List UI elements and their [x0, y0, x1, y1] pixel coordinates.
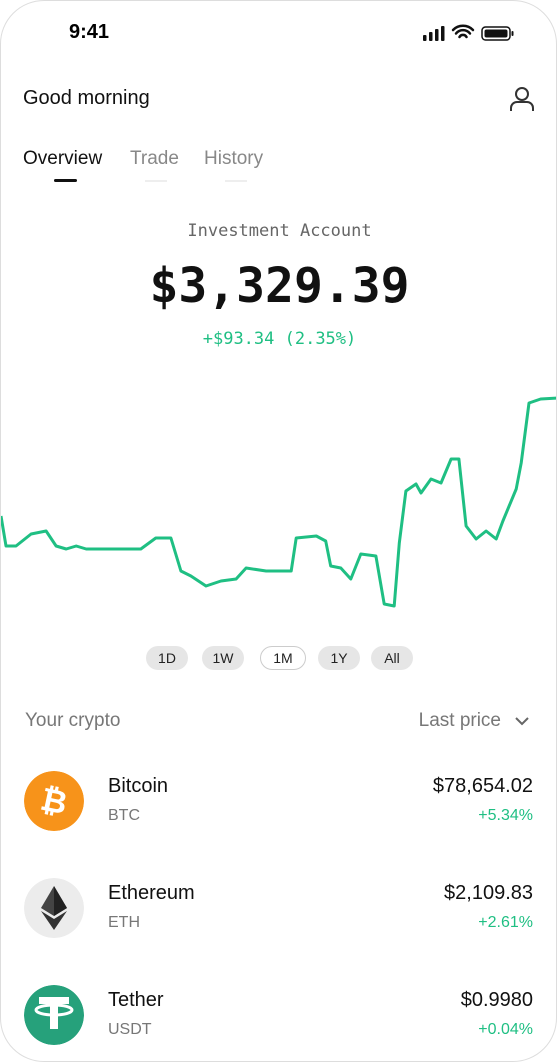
list-title: Your crypto: [25, 710, 121, 731]
asset-price: $2,109.83: [444, 882, 533, 904]
sort-chevron[interactable]: [514, 714, 530, 728]
greeting: Good morning: [23, 87, 150, 109]
asset-ticker: ETH: [108, 914, 140, 931]
range-button-selected[interactable]: 1M: [260, 646, 306, 670]
price-line: [1, 396, 556, 608]
account-balance: $3,329.39: [149, 258, 410, 314]
tether-icon: [24, 985, 84, 1045]
ethereum-icon: [24, 878, 84, 938]
asset-ticker: BTC: [108, 807, 140, 824]
range-button[interactable]: 1Y: [318, 646, 360, 670]
range-button[interactable]: 1D: [146, 646, 188, 670]
status-time: 9:41: [69, 21, 110, 43]
range-button[interactable]: 1W: [202, 646, 244, 670]
asset-name: Tether: [108, 989, 164, 1011]
tab-trade[interactable]: Trade: [130, 148, 179, 169]
asset-price: $0.9980: [460, 989, 533, 1011]
tab-indicator: [54, 179, 77, 182]
asset-name: Ethereum: [108, 882, 195, 904]
price-chart: [1, 396, 556, 608]
asset-change: +2.61%: [478, 914, 533, 931]
tab-indicator-inactive: [145, 180, 167, 182]
asset-change: +5.34%: [478, 807, 533, 824]
account-label: Investment Account: [187, 221, 372, 241]
profile-button[interactable]: [509, 85, 535, 113]
tab-history[interactable]: History: [204, 148, 264, 169]
range-button[interactable]: All: [371, 646, 413, 670]
account-change: +$93.34 (2.35%): [202, 329, 357, 349]
asset-name: Bitcoin: [108, 775, 169, 797]
tab-overview[interactable]: Overview: [23, 148, 103, 169]
asset-price: $78,654.02: [432, 775, 533, 797]
tab-indicator-inactive: [225, 180, 247, 182]
status-icons: [423, 24, 514, 41]
bitcoin-icon: ₿: [24, 771, 84, 831]
sort-selector[interactable]: Last price: [418, 710, 501, 731]
